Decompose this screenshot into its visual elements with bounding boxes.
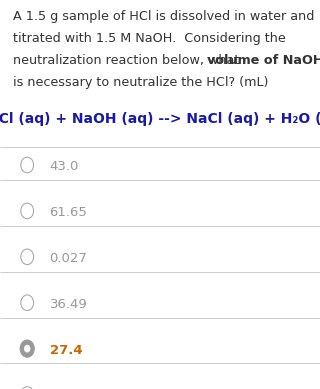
Circle shape: [24, 345, 30, 352]
Text: HCl (aq) + NaOH (aq) --> NaCl (aq) + H₂O (l): HCl (aq) + NaOH (aq) --> NaCl (aq) + H₂O…: [0, 112, 320, 126]
Text: 61.65: 61.65: [50, 206, 87, 219]
Circle shape: [20, 340, 34, 357]
Text: volume of NaOH: volume of NaOH: [207, 54, 320, 67]
Text: A 1.5 g sample of HCl is dissolved in water and: A 1.5 g sample of HCl is dissolved in wa…: [13, 10, 314, 23]
Text: titrated with 1.5 M NaOH.  Considering the: titrated with 1.5 M NaOH. Considering th…: [13, 32, 285, 45]
Text: 36.49: 36.49: [50, 298, 87, 311]
Text: 43.0: 43.0: [50, 160, 79, 173]
Text: is necessary to neutralize the HCl? (mL): is necessary to neutralize the HCl? (mL): [13, 76, 268, 89]
Text: 0.027: 0.027: [50, 252, 87, 265]
Text: neutralization reaction below, what: neutralization reaction below, what: [13, 54, 243, 67]
Text: 27.4: 27.4: [50, 344, 82, 357]
